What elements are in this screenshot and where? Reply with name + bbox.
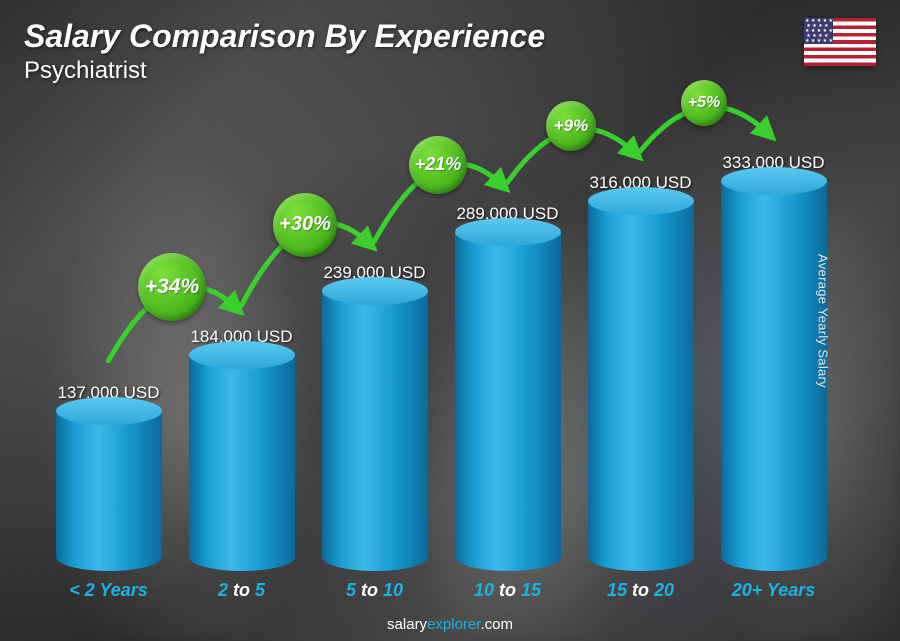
bar-group: 289,000 USD — [441, 204, 574, 571]
header: Salary Comparison By Experience Psychiat… — [24, 18, 876, 85]
bar — [56, 411, 162, 571]
brand-suffix: .com — [480, 616, 513, 633]
x-axis-label: < 2 Years — [42, 580, 175, 601]
x-axis-label: 5 to 10 — [308, 580, 441, 601]
bar-group: 239,000 USD — [308, 263, 441, 571]
percent-increase-badge: +21% — [409, 136, 467, 194]
title-block: Salary Comparison By Experience Psychiat… — [24, 18, 545, 85]
bar — [588, 201, 694, 571]
bar-group: 137,000 USD — [42, 383, 175, 571]
brand-part1: salary — [387, 616, 427, 633]
bar — [721, 181, 827, 571]
chart-title: Salary Comparison By Experience — [24, 18, 545, 55]
percent-increase-badge: +34% — [138, 253, 206, 321]
bar-chart: 137,000 USD184,000 USD239,000 USD289,000… — [42, 101, 840, 571]
bar-group: 316,000 USD — [574, 173, 707, 571]
brand-part2: explorer — [427, 616, 480, 633]
country-flag-icon: ★ ★ ★ ★ ★ ★ ★ ★ ★★ ★ ★ ★ ★ ★ ★ ★ ★★ ★ ★ … — [804, 18, 876, 66]
chart-subtitle: Psychiatrist — [24, 57, 545, 85]
bar — [455, 232, 561, 571]
percent-increase-badge: +9% — [546, 101, 596, 151]
y-axis-label: Average Yearly Salary — [816, 254, 831, 388]
x-axis: < 2 Years2 to 55 to 1010 to 1515 to 2020… — [42, 580, 840, 601]
x-axis-label: 10 to 15 — [441, 580, 574, 601]
x-axis-label: 15 to 20 — [574, 580, 707, 601]
bar-group: 184,000 USD — [175, 327, 308, 571]
x-axis-label: 20+ Years — [707, 580, 840, 601]
footer-brand: salaryexplorer.com — [0, 616, 900, 633]
percent-increase-badge: +30% — [273, 193, 337, 257]
bar — [322, 291, 428, 571]
x-axis-label: 2 to 5 — [175, 580, 308, 601]
bar — [189, 355, 295, 571]
